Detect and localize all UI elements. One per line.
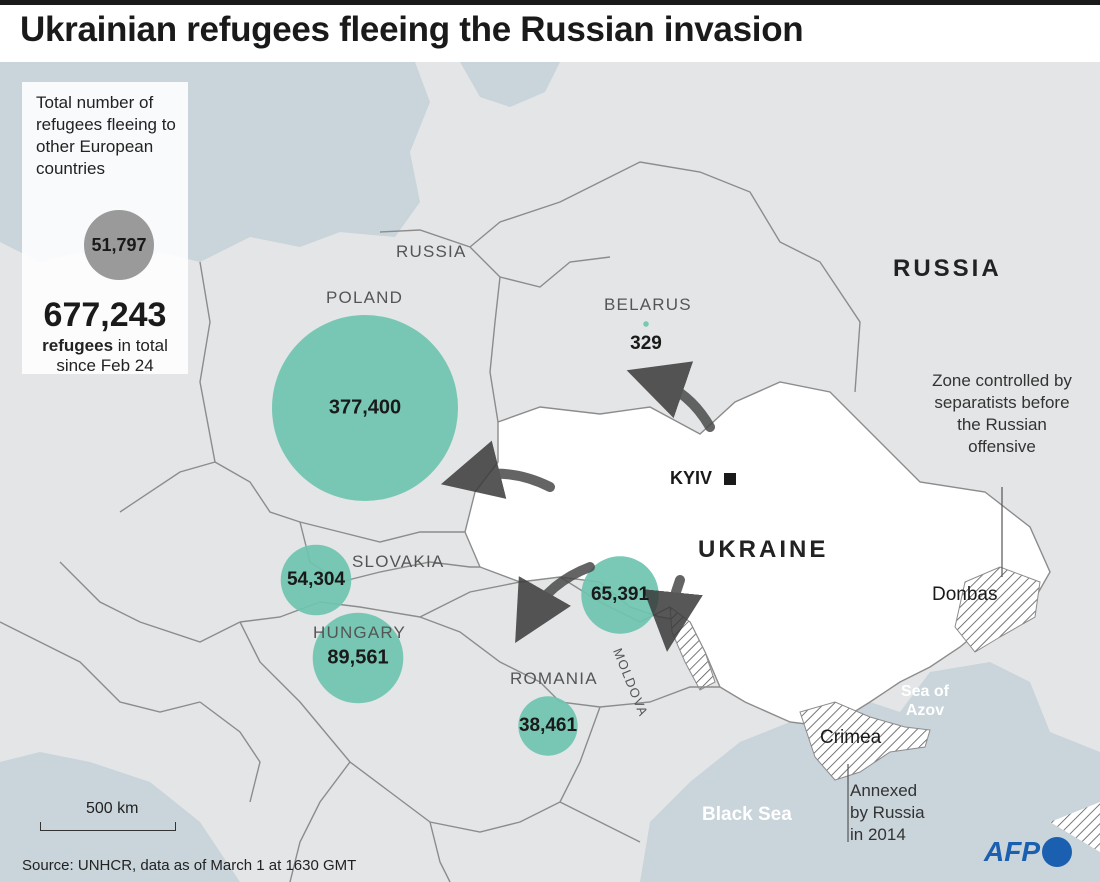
since-date: since Feb 24 (56, 356, 154, 375)
afp-logo-dot (1042, 837, 1072, 867)
total-caption-rest: in total (113, 336, 168, 355)
gulf-sea (460, 62, 560, 107)
label-black-sea: Black Sea (702, 804, 792, 825)
label-donbas: Donbas (932, 584, 998, 605)
map: Total number of refugees fleeing to othe… (0, 62, 1100, 882)
arrow-to-poland (440, 440, 555, 499)
page-title: Ukrainian refugees fleeing the Russian i… (20, 10, 804, 49)
scale-ruler (40, 822, 176, 831)
annexed-annotation: Annexed by Russia in 2014 (850, 781, 925, 844)
bubble-belarus (643, 321, 649, 327)
zone-annotation: Zone controlled by separatists before th… (932, 371, 1072, 456)
refugee-bubbles (272, 315, 659, 756)
black-sea-shape (640, 662, 1100, 882)
legend-bubble: 51,797 (84, 210, 154, 280)
label-slovakia: SLOVAKIA (352, 552, 445, 571)
label-hungary: HUNGARY (313, 623, 407, 642)
bubble-poland (272, 315, 458, 501)
label-kyiv: KYIV (670, 468, 713, 488)
total-caption-bold: refugees (42, 336, 114, 355)
adriatic-sea (0, 752, 240, 882)
bubble-moldova (581, 556, 659, 634)
arrow-to-moldova (643, 575, 703, 652)
hatch-corner (1050, 802, 1100, 852)
bubble-hungary (312, 612, 404, 704)
afp-logo: AFP (984, 836, 1072, 868)
label-sea-of-azov: Sea of Azov (900, 683, 949, 719)
label-russia-kaliningrad: RUSSIA (396, 242, 467, 261)
arrow-to-belarus (626, 361, 715, 432)
label-belarus: BELARUS (604, 295, 692, 314)
total-refugees: 677,243 (43, 296, 167, 334)
label-poland: POLAND (326, 288, 404, 307)
kyiv-marker (724, 473, 736, 485)
source-note: Source: UNHCR, data as of March 1 at 163… (22, 857, 357, 874)
label-romania: ROMANIA (510, 669, 598, 688)
donbas-shape (954, 566, 1041, 653)
value-poland: 377,400 (328, 396, 402, 419)
legend-bubble-value: 51,797 (91, 234, 147, 255)
value-moldova: 65,391 (590, 584, 650, 605)
map-canvas (0, 62, 1100, 882)
bubble-slovakia (280, 544, 352, 616)
top-rule (0, 0, 1100, 5)
legend-description: Total number of refugees fleeing to othe… (36, 93, 176, 178)
crimea-shape (799, 701, 931, 781)
afp-logo-text: AFP (984, 836, 1040, 867)
value-belarus: 329 (630, 333, 662, 354)
legend-box: Total number of refugees fleeing to othe… (22, 82, 188, 376)
label-crimea: Crimea (820, 727, 882, 748)
total-caption: refugees in total since Feb 24 (22, 336, 188, 376)
value-romania: 38,461 (518, 715, 578, 736)
value-slovakia: 54,304 (286, 569, 346, 590)
value-hungary: 89,561 (327, 646, 389, 669)
label-ukraine: UKRAINE (698, 536, 829, 563)
scale-label: 500 km (86, 800, 139, 817)
label-russia: RUSSIA (893, 255, 1002, 282)
bubble-romania (518, 696, 578, 756)
arrow-to-romania (515, 562, 595, 644)
flow-arrows (440, 361, 715, 652)
